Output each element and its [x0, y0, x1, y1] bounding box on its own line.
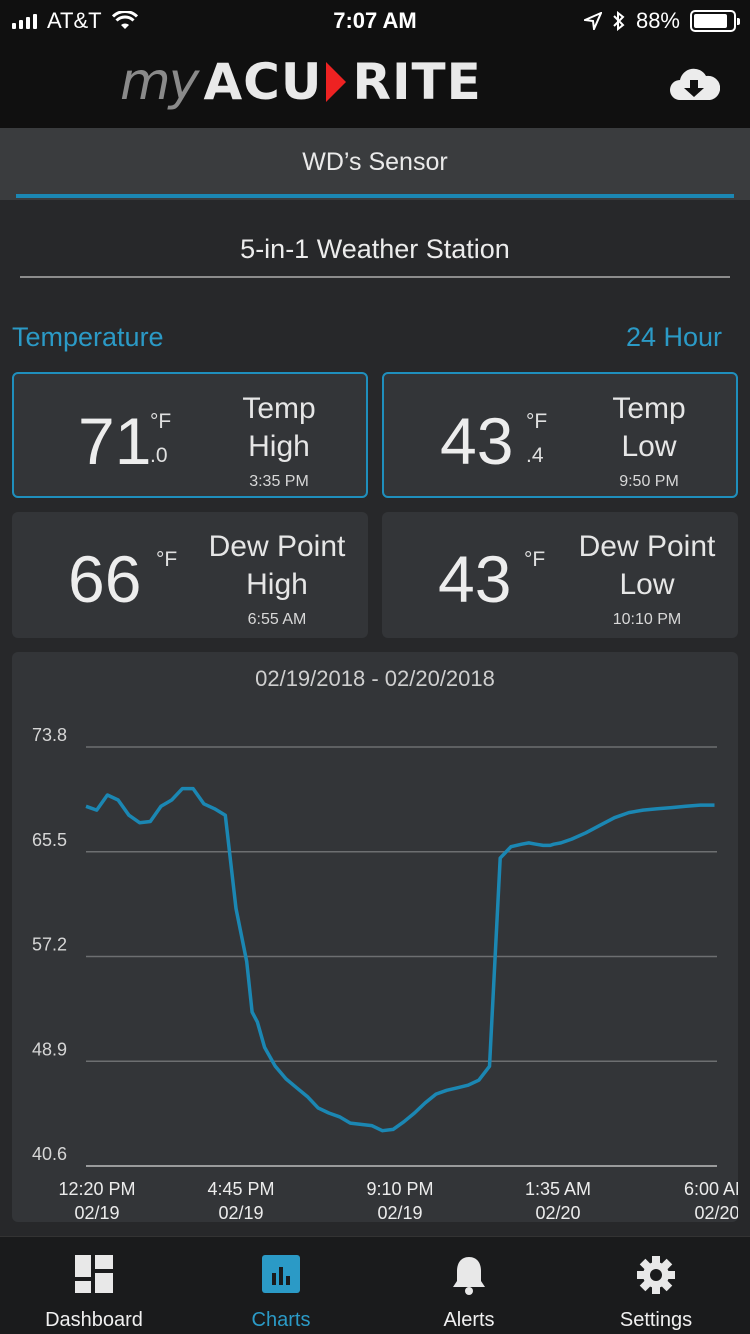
tab-dashboard-label: Dashboard [45, 1309, 143, 1331]
metric-selector[interactable]: Temperature [12, 322, 164, 352]
location-arrow-icon [583, 12, 602, 30]
logo-rite: RITE [352, 53, 482, 111]
bluetooth-icon [613, 11, 625, 31]
y-tick-label: 48.9 [32, 1039, 67, 1059]
temperature-chart[interactable]: 02/19/2018 - 02/20/2018 73.8 65.5 57.2 48.9 4… [12, 652, 738, 1222]
temp-low-unit: °F [526, 410, 548, 433]
x-tick-date: 02/19 [218, 1203, 263, 1222]
wifi-icon [111, 11, 138, 29]
dew-low-label-1: Dew Point [578, 530, 716, 563]
x-tick-time: 1:35 AM [525, 1179, 591, 1199]
status-bar: AT&T 7:07 AM 88% [0, 0, 750, 40]
x-tick-date: 02/20 [694, 1203, 738, 1222]
y-tick-label: 40.6 [32, 1144, 67, 1164]
temp-high-unit: °F [150, 410, 172, 433]
x-tick-date: 02/20 [535, 1203, 580, 1222]
bell-icon [453, 1257, 485, 1295]
logo-acu: ACU [203, 53, 323, 111]
temp-high-label-1: Temp [242, 392, 316, 425]
cloud-download-icon[interactable] [668, 66, 720, 106]
carrier: AT&T [47, 8, 102, 33]
dew-high-card[interactable]: 66 °F Dew Point High 6:55 AM [12, 512, 368, 638]
temperature-series-line [85, 786, 715, 1133]
sensor-selector[interactable]: WD’s Sensor [0, 128, 750, 200]
metric-row: Temperature 24 Hour [12, 318, 738, 358]
tab-bar: Dashboard Charts Alerts [0, 1236, 750, 1334]
tab-charts-label: Charts [251, 1309, 311, 1331]
dew-high-label-2: High [246, 568, 308, 601]
dashboard-icon [75, 1255, 113, 1293]
period-selector[interactable]: 24 Hour [625, 322, 722, 352]
x-tick-time: 9:10 PM [366, 1179, 433, 1199]
y-tick-label: 57.2 [32, 935, 67, 955]
tab-settings[interactable]: Settings [562, 1237, 750, 1334]
sensor-name: WD’s Sensor [302, 148, 448, 176]
charts-icon [262, 1255, 300, 1293]
temp-low-time: 9:50 PM [619, 473, 679, 490]
tab-dashboard[interactable]: Dashboard [0, 1237, 188, 1334]
dew-high-label-1: Dew Point [208, 530, 346, 563]
station-name: 5-in-1 Weather Station [240, 234, 510, 264]
temp-high-card[interactable]: 71 °F .0 Temp High 3:35 PM [12, 372, 368, 498]
x-tick-time: 12:20 PM [58, 1179, 135, 1199]
status-time: 7:07 AM [333, 8, 417, 33]
status-right: 88% [583, 8, 740, 34]
battery-icon [690, 10, 740, 32]
dew-high-value: 66 [68, 542, 142, 616]
temp-low-value: 43 [440, 404, 514, 478]
x-tick-time: 6:00 AM [684, 1179, 738, 1199]
sensor-underline [16, 194, 734, 198]
acurite-logo: my ACU RITE [120, 52, 482, 112]
status-left: AT&T [12, 8, 138, 34]
tab-alerts[interactable]: Alerts [375, 1237, 563, 1334]
dew-low-card[interactable]: 43 °F Dew Point Low 10:10 PM [382, 512, 738, 638]
battery-percent: 88% [635, 8, 680, 33]
temp-low-decimal: .4 [526, 444, 544, 467]
temp-low-card[interactable]: 43 °F .4 Temp Low 9:50 PM [382, 372, 738, 498]
dew-low-time: 10:10 PM [612, 611, 682, 628]
tab-alerts-label: Alerts [443, 1309, 495, 1331]
temp-high-value: 71 [78, 404, 152, 478]
app-header: my ACU RITE [0, 40, 750, 128]
dew-high-time: 6:55 AM [247, 611, 307, 628]
dew-low-label-2: Low [619, 568, 675, 601]
dew-high-unit: °F [156, 548, 178, 571]
temp-low-label-1: Temp [612, 392, 686, 425]
y-tick-label: 73.8 [32, 725, 67, 745]
logo-chevron [326, 62, 347, 102]
tab-settings-label: Settings [619, 1309, 693, 1331]
gear-icon [637, 1256, 675, 1294]
signal-icon [12, 13, 37, 29]
chart-title: 02/19/2018 - 02/20/2018 [255, 666, 495, 691]
station-selector[interactable]: 5-in-1 Weather Station [20, 222, 730, 278]
dew-low-unit: °F [524, 548, 546, 571]
temp-low-label-2: Low [621, 430, 677, 463]
dew-low-value: 43 [438, 542, 512, 616]
temp-high-label-2: High [248, 430, 310, 463]
tab-charts[interactable]: Charts [187, 1237, 375, 1334]
temp-high-time: 3:35 PM [249, 473, 309, 490]
x-tick-time: 4:45 PM [207, 1179, 274, 1199]
chart-svg: 02/19/2018 - 02/20/2018 73.8 65.5 57.2 48.9 4… [32, 666, 738, 1222]
y-tick-label: 65.5 [32, 830, 67, 850]
x-tick-date: 02/19 [377, 1203, 422, 1222]
x-tick-date: 02/19 [74, 1203, 119, 1222]
temp-high-decimal: .0 [150, 444, 168, 467]
logo-my: my [120, 52, 199, 112]
